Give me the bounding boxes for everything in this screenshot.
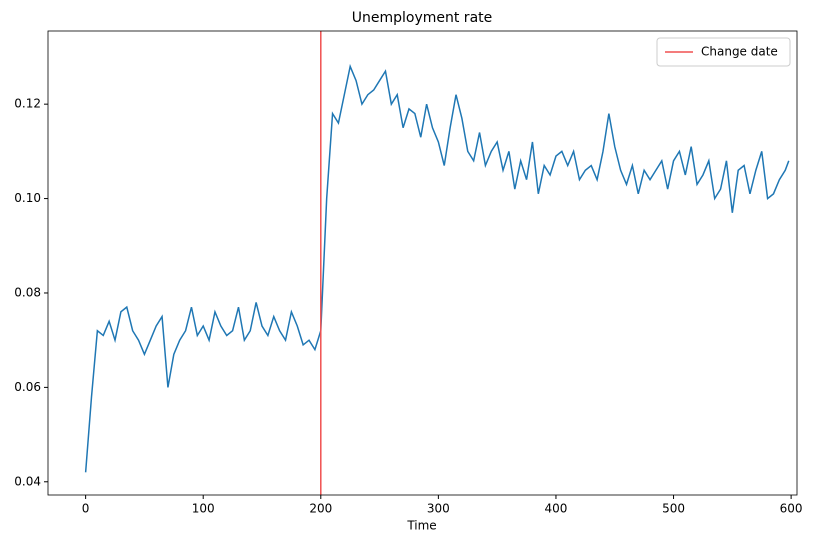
y-tick-label: 0.08 — [14, 285, 41, 299]
x-tick-label: 500 — [662, 502, 685, 516]
chart-title: Unemployment rate — [352, 10, 493, 26]
y-tick-label: 0.06 — [14, 380, 41, 394]
legend-label: Change date — [701, 45, 778, 59]
y-tick-label: 0.04 — [14, 474, 41, 488]
y-tick-label: 0.12 — [14, 97, 41, 111]
x-tick-label: 400 — [545, 502, 568, 516]
x-axis-label: Time — [406, 519, 436, 533]
x-tick-label: 600 — [780, 502, 803, 516]
y-tick-label: 0.10 — [14, 191, 41, 205]
legend-box — [656, 37, 791, 67]
data-line — [84, 63, 790, 473]
x-tick-label: 200 — [309, 502, 332, 516]
x-tick-label: 300 — [427, 502, 450, 516]
axes-frame — [47, 30, 798, 496]
x-tick-label: 100 — [192, 502, 215, 516]
x-tick-label: 0 — [82, 502, 90, 516]
